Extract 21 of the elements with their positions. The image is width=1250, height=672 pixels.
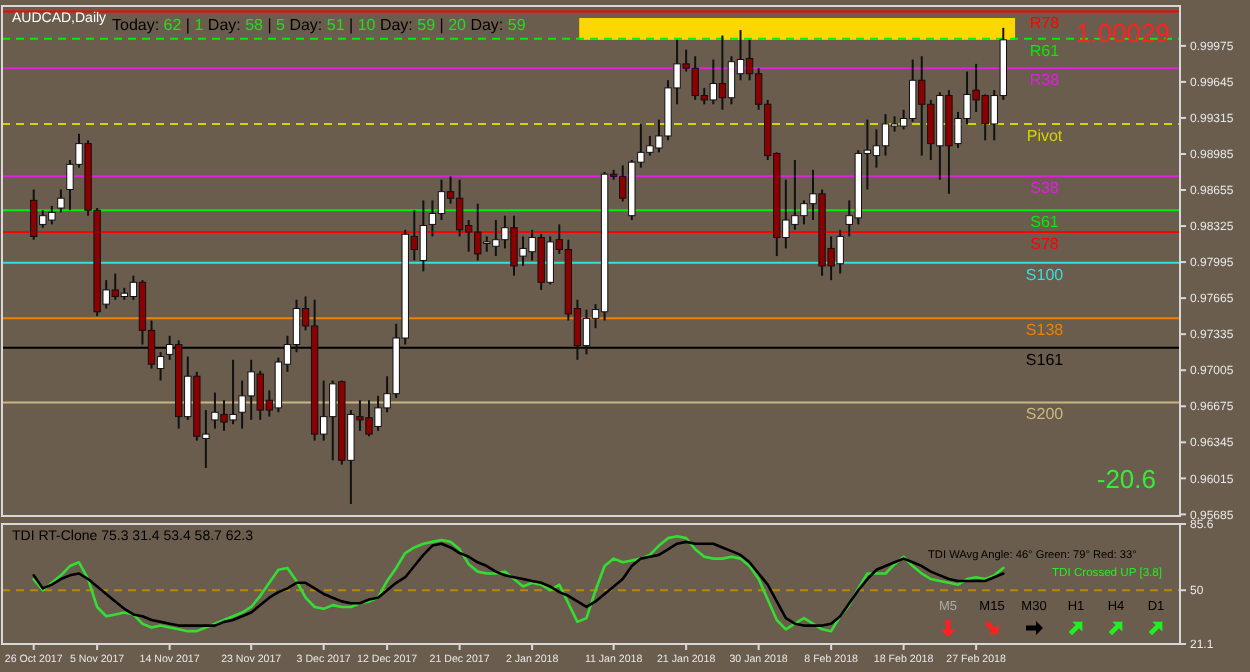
- annotation: 1.00029: [1076, 18, 1170, 48]
- candlestick: [872, 128, 881, 169]
- candlestick: [582, 308, 591, 356]
- ref-line-label: S38: [1030, 179, 1060, 198]
- ref-line-label: S61: [1030, 213, 1060, 232]
- text: Today: 62 | 1 Day: 58 | 5 Day: 51 | 10 Day: 59 | 20 Day: 59: [112, 16, 526, 34]
- ref-line-label: Pivot: [1026, 126, 1064, 145]
- ref-line-label: R61: [1029, 41, 1061, 60]
- candlestick: [881, 113, 890, 157]
- ref-line-label: S78: [1030, 235, 1060, 254]
- annotation: -20.6: [1096, 464, 1156, 494]
- ref-line-label: S100: [1025, 265, 1065, 284]
- candlestick: [437, 178, 446, 222]
- ref-line-label: S138: [1025, 321, 1065, 340]
- candlestick: [727, 55, 736, 106]
- candlestick: [57, 188, 65, 214]
- candlestick: [428, 199, 437, 238]
- ref-line-label: S200: [1025, 405, 1065, 424]
- ref-line-label: R78: [1029, 14, 1061, 33]
- ref-line-label: S161: [1025, 350, 1065, 369]
- ref-line-label: R38: [1029, 71, 1061, 90]
